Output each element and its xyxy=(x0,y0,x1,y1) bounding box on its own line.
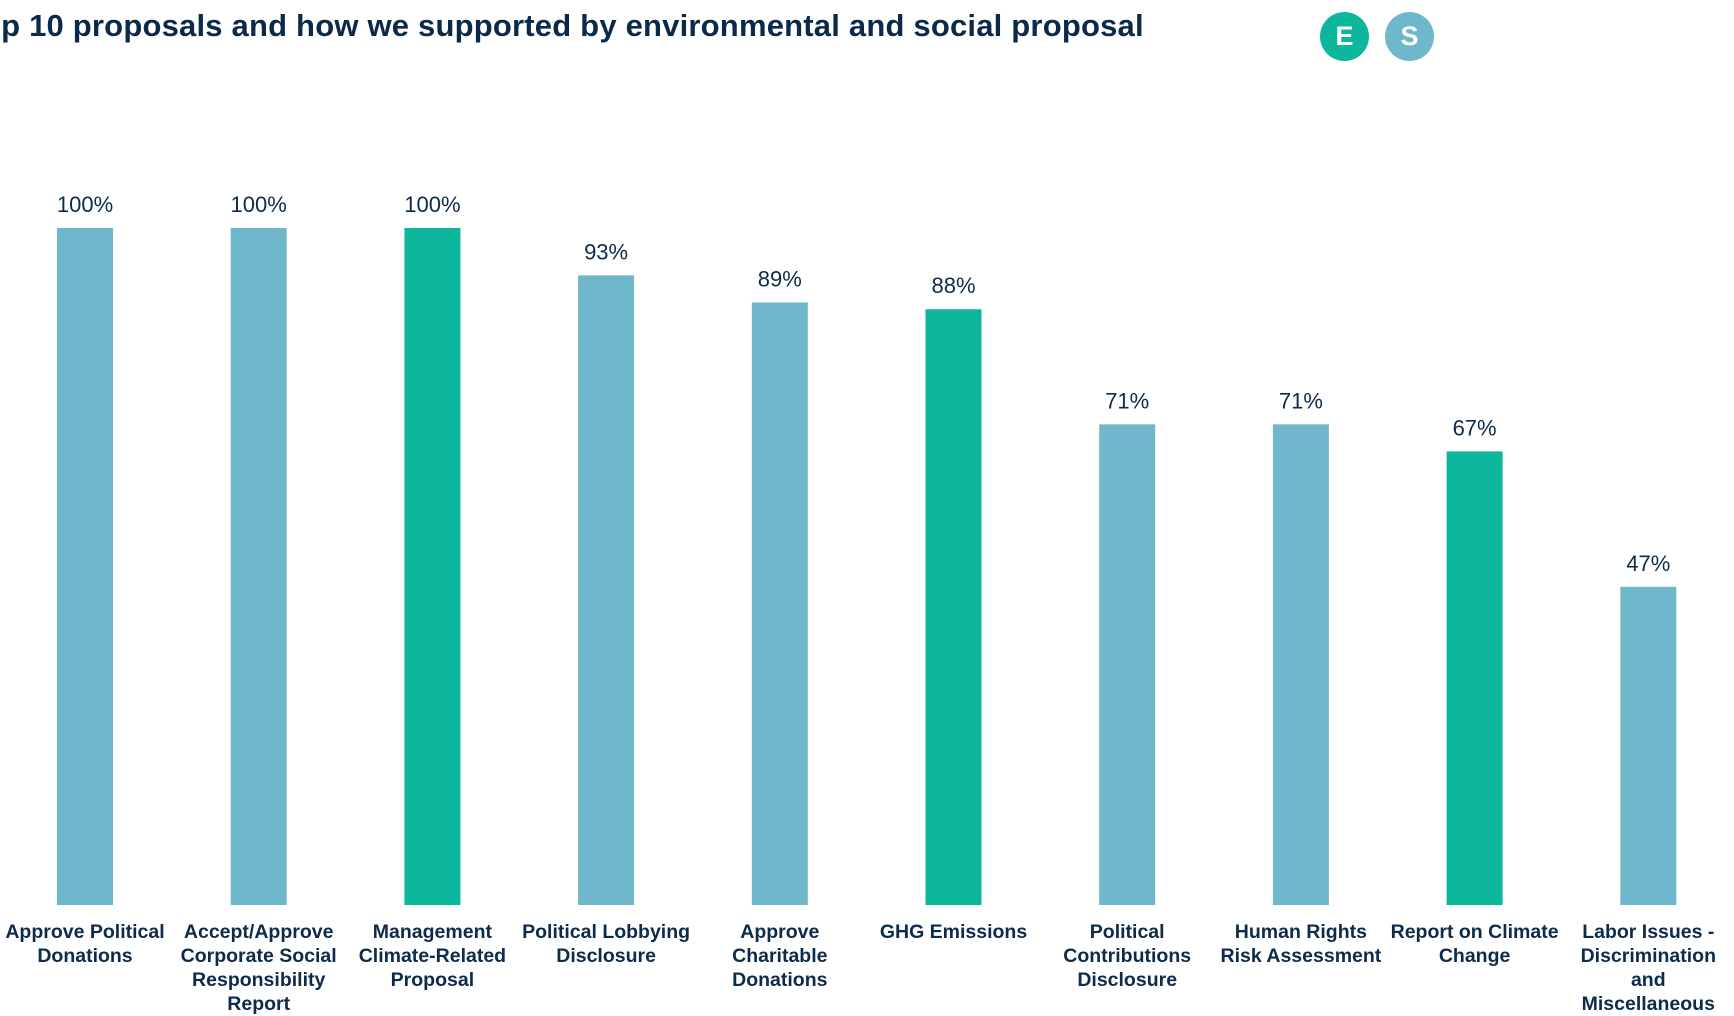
bar-3 xyxy=(404,228,461,905)
bar-4 xyxy=(578,275,635,905)
legend-badge-s: S xyxy=(1385,12,1434,61)
data-label-10: 47% xyxy=(1626,551,1670,576)
data-label-5: 89% xyxy=(758,266,802,291)
category-label-6: GHG Emissions xyxy=(879,921,1028,943)
bar-7 xyxy=(1099,424,1156,905)
bar-5 xyxy=(751,302,808,906)
bar-8 xyxy=(1272,424,1329,905)
category-label-8: Human Rights Risk Assessment xyxy=(1220,921,1382,967)
category-label-10: Labor Issues - Discrimination and Miscel… xyxy=(1580,921,1717,1015)
data-label-6: 88% xyxy=(931,273,975,298)
data-label-7: 71% xyxy=(1105,388,1149,413)
data-label-4: 93% xyxy=(584,239,628,264)
bar-10 xyxy=(1620,586,1677,905)
bar-6 xyxy=(925,309,982,905)
bar-2 xyxy=(230,228,287,905)
category-label-1: Approve Political Donations xyxy=(5,921,165,967)
category-label-3: Management Climate-Related Proposal xyxy=(358,921,507,991)
category-label-4: Political Lobbying Disclosure xyxy=(522,921,691,967)
chart-title: op 10 proposals and how we supported by … xyxy=(0,8,1144,43)
legend-badge-e: E xyxy=(1320,12,1369,61)
category-label-9: Report on Climate Change xyxy=(1390,921,1559,967)
category-label-5: Approve Charitable Donations xyxy=(732,921,828,991)
data-label-2: 100% xyxy=(231,192,287,217)
bar-9 xyxy=(1446,451,1503,905)
category-label-2: Accept/Approve Corporate Social Responsi… xyxy=(180,921,337,1015)
bar-1 xyxy=(57,228,113,905)
data-label-1: 100% xyxy=(57,192,113,217)
data-label-3: 100% xyxy=(404,192,460,217)
data-label-8: 71% xyxy=(1279,388,1323,413)
category-label-7: Political Contributions Disclosure xyxy=(1063,921,1192,991)
data-label-9: 67% xyxy=(1453,415,1497,440)
